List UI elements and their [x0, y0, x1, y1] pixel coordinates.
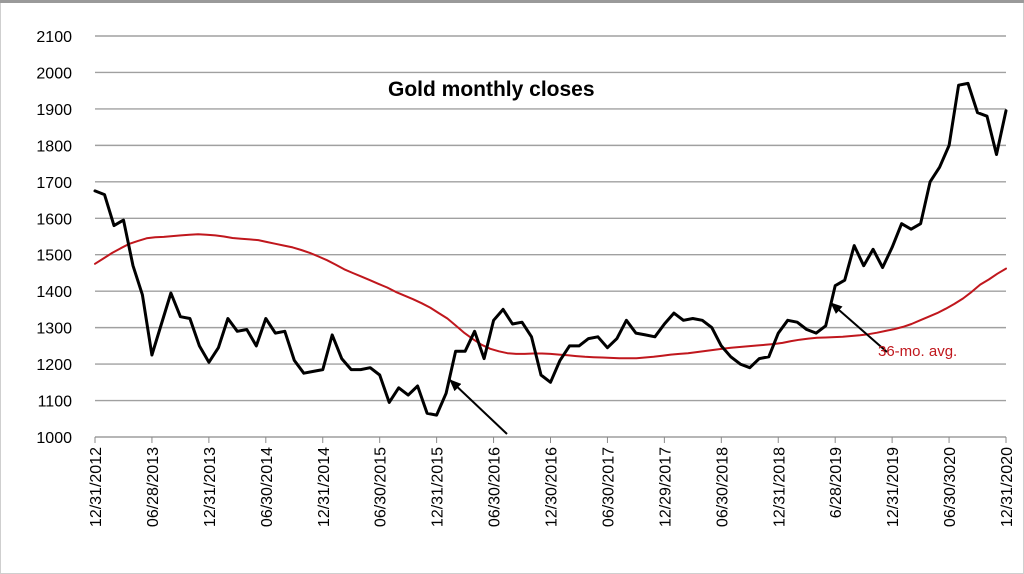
y-tick-label: 1900 [36, 102, 72, 119]
y-tick-label: 2000 [36, 65, 72, 82]
y-tick-label: 1000 [36, 430, 72, 447]
top-border [0, 0, 1024, 3]
x-tick-label: 12/31/2012 [88, 447, 105, 527]
y-tick-label: 1800 [36, 138, 72, 155]
x-tick-label: 06/28/2013 [145, 447, 162, 527]
x-tick-label: 06/30/2016 [487, 447, 504, 527]
x-tick-label: 12/30/2016 [544, 447, 561, 527]
avg-annotation-label: 36-mo. avg. [878, 343, 957, 360]
x-tick-label: 06/30/2018 [714, 447, 731, 527]
moving-average-line [94, 233, 1007, 360]
arrow-2019 [830, 302, 888, 353]
x-tick-label: 12/31/2014 [316, 447, 333, 527]
x-tick-label: 12/29/2017 [657, 447, 674, 527]
x-tick-label: 12/31/2020 [999, 447, 1016, 527]
x-tick-label: 06/30/3020 [942, 447, 959, 527]
x-tick-label: 12/31/2013 [202, 447, 219, 527]
chart-title: Gold monthly closes [388, 78, 595, 101]
x-tick-label: 12/31/2019 [885, 447, 902, 527]
x-tick-label: 6/28/2019 [828, 447, 845, 518]
y-tick-label: 1300 [36, 321, 72, 338]
arrow-2015 [449, 379, 508, 435]
y-tick-label: 1600 [36, 211, 72, 228]
x-tick-label: 06/30/2017 [600, 447, 617, 527]
y-tick-label: 1500 [36, 248, 72, 265]
gridlines [95, 35, 1006, 402]
x-tick-label: 12/31/2018 [771, 447, 788, 527]
gold-price-line [93, 81, 1008, 417]
x-tick-label: 12/31/2015 [430, 447, 447, 527]
y-tick-label: 1100 [38, 394, 73, 411]
x-tick-label: 06/30/2015 [373, 447, 390, 527]
y-axis-tick-labels: 1000 1100 1200 1300 1400 1500 1600 1700 1800 1900… [36, 29, 72, 447]
y-tick-label: 1700 [36, 175, 72, 192]
x-axis: 12/31/2012 06/28/2013 12/31/2013 06/30/2014… [88, 436, 1016, 527]
y-tick-label: 2100 [36, 29, 72, 46]
series-lines [93, 81, 1008, 417]
y-tick-label: 1200 [36, 357, 72, 374]
x-tick-label: 06/30/2014 [259, 447, 276, 527]
y-tick-label: 1400 [36, 284, 72, 301]
